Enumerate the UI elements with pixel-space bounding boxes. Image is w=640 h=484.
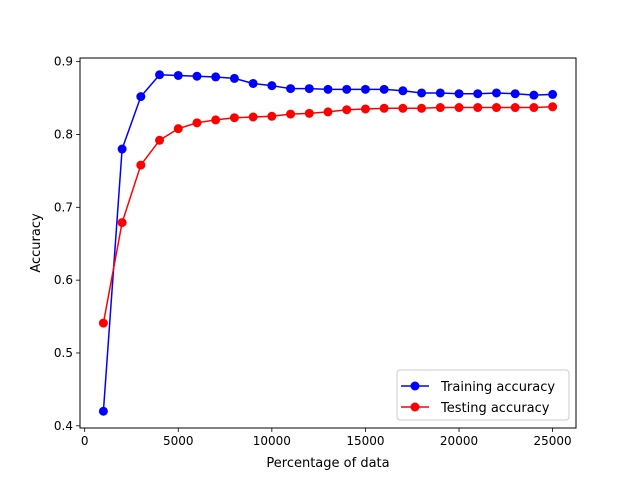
x-tick-label: 5000 xyxy=(163,434,194,448)
data-point-training-accuracy xyxy=(192,71,202,81)
data-point-training-accuracy xyxy=(398,86,408,96)
series-layer xyxy=(98,70,558,416)
data-point-testing-accuracy xyxy=(173,124,183,134)
data-point-training-accuracy xyxy=(417,88,427,98)
data-point-testing-accuracy xyxy=(491,103,501,113)
data-point-testing-accuracy xyxy=(323,107,333,117)
y-tick-label: 0.7 xyxy=(54,200,73,214)
data-point-testing-accuracy xyxy=(248,112,258,122)
y-tick-label: 0.8 xyxy=(54,127,73,141)
data-point-training-accuracy xyxy=(379,84,389,94)
data-point-testing-accuracy xyxy=(229,113,239,123)
data-point-training-accuracy xyxy=(304,84,314,94)
legend: Training accuracy Testing accuracy xyxy=(396,369,570,421)
data-point-training-accuracy xyxy=(360,84,370,94)
y-tick-label: 0.6 xyxy=(54,273,73,287)
data-point-training-accuracy xyxy=(229,73,239,83)
data-point-training-accuracy xyxy=(548,89,558,99)
x-axis-label: Percentage of data xyxy=(266,456,389,471)
data-point-training-accuracy xyxy=(323,84,333,94)
legend-marker-testing xyxy=(410,402,420,412)
data-point-testing-accuracy xyxy=(98,318,108,328)
data-point-testing-accuracy xyxy=(211,115,221,125)
y-axis: 0.4 0.5 0.6 0.7 0.8 0.9 xyxy=(54,55,80,433)
data-point-testing-accuracy xyxy=(304,108,314,118)
legend-box xyxy=(396,369,570,421)
x-tick-label: 20000 xyxy=(440,434,478,448)
y-axis-label: Accuracy xyxy=(29,213,44,273)
data-point-training-accuracy xyxy=(510,89,520,99)
legend-marker-training xyxy=(410,381,420,391)
data-point-testing-accuracy xyxy=(379,103,389,113)
y-tick-label: 0.4 xyxy=(54,419,73,433)
data-point-testing-accuracy xyxy=(117,218,127,228)
data-point-testing-accuracy xyxy=(454,103,464,113)
data-point-testing-accuracy xyxy=(510,103,520,113)
data-point-training-accuracy xyxy=(435,88,445,98)
data-point-training-accuracy xyxy=(473,89,483,99)
data-point-training-accuracy xyxy=(98,406,108,416)
data-point-training-accuracy xyxy=(211,72,221,82)
data-point-training-accuracy xyxy=(529,90,539,100)
data-point-testing-accuracy xyxy=(342,105,352,115)
data-point-testing-accuracy xyxy=(417,103,427,113)
data-point-training-accuracy xyxy=(117,144,127,154)
data-point-testing-accuracy xyxy=(473,103,483,113)
data-point-testing-accuracy xyxy=(136,160,146,170)
x-tick-label: 10000 xyxy=(253,434,291,448)
plot-frame xyxy=(79,57,577,429)
data-point-testing-accuracy xyxy=(398,103,408,113)
x-tick-label: 15000 xyxy=(346,434,384,448)
data-point-training-accuracy xyxy=(248,78,258,88)
data-point-testing-accuracy xyxy=(192,118,202,128)
data-point-testing-accuracy xyxy=(267,111,277,121)
legend-label-testing: Testing accuracy xyxy=(440,401,550,416)
data-point-testing-accuracy xyxy=(360,104,370,114)
x-axis: 0 5000 10000 15000 20000 25000 xyxy=(81,428,572,448)
x-tick-label: 25000 xyxy=(534,434,572,448)
data-point-training-accuracy xyxy=(491,88,501,98)
data-point-testing-accuracy xyxy=(435,103,445,113)
x-tick-label: 0 xyxy=(81,434,89,448)
data-point-testing-accuracy xyxy=(529,103,539,113)
data-point-training-accuracy xyxy=(136,92,146,102)
data-point-testing-accuracy xyxy=(286,109,296,119)
data-point-testing-accuracy xyxy=(548,102,558,112)
data-point-training-accuracy xyxy=(155,70,165,80)
data-point-training-accuracy xyxy=(173,70,183,80)
data-point-training-accuracy xyxy=(342,84,352,94)
data-point-training-accuracy xyxy=(454,89,464,99)
y-tick-label: 0.5 xyxy=(54,346,73,360)
y-tick-label: 0.9 xyxy=(54,55,73,69)
data-point-training-accuracy xyxy=(267,81,277,91)
data-point-training-accuracy xyxy=(286,84,296,94)
plot-background xyxy=(80,58,576,428)
legend-label-training: Training accuracy xyxy=(440,380,555,395)
data-point-testing-accuracy xyxy=(155,135,165,145)
